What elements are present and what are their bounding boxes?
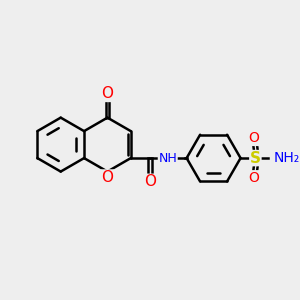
- Text: S: S: [250, 151, 261, 166]
- Text: NH₂: NH₂: [274, 151, 300, 165]
- Text: O: O: [101, 170, 113, 185]
- Text: O: O: [249, 131, 260, 146]
- Text: O: O: [101, 86, 113, 101]
- Text: O: O: [144, 174, 156, 189]
- Text: O: O: [249, 171, 260, 185]
- Text: NH: NH: [158, 152, 177, 165]
